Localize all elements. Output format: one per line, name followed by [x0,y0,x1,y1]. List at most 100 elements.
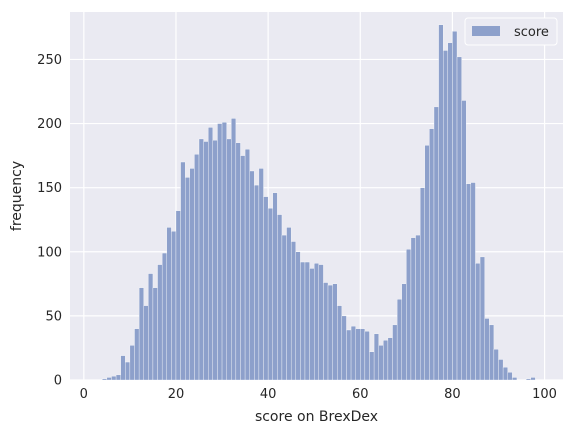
x-tick-label: 100 [532,387,557,402]
histogram-bar [263,196,269,381]
histogram-bar [406,249,412,381]
x-tick-label: 80 [444,387,461,402]
histogram-bar [350,325,356,381]
histogram-bar [258,168,264,381]
histogram-bar [387,337,393,381]
histogram-bar [470,182,476,381]
histogram-bar [272,192,278,381]
histogram-bar [138,287,144,381]
histogram-bar [143,305,149,381]
histogram-bar [512,377,518,381]
histogram-bar [180,161,186,381]
histogram-bar [189,168,195,381]
y-tick-label: 100 [37,245,62,260]
histogram-bar [461,100,467,381]
y-axis-title: frequency [9,161,25,231]
histogram-bar [221,122,227,381]
histogram-bar [525,378,531,381]
y-tick-label: 250 [37,53,62,68]
histogram-bar [208,127,214,381]
histogram-bar [314,263,319,381]
histogram-bar [502,367,508,381]
histogram-bar [244,149,250,381]
x-tick-label: 60 [352,387,369,402]
histogram-bar [410,237,416,381]
histogram-bar [452,31,458,381]
histogram-bar [447,42,453,381]
histogram-bar [304,261,310,381]
histogram-bar [120,355,126,381]
y-tick-label: 50 [45,309,62,324]
legend: score [464,17,558,46]
histogram-bar [226,138,232,381]
histogram-bar [360,328,366,381]
histogram-bar [281,234,287,381]
histogram-bar [203,141,209,381]
histogram-bar [240,155,246,381]
histogram-bar [484,318,490,381]
legend-label-score: score [514,25,549,40]
histogram-bar [175,210,181,381]
histogram-bar [493,349,499,381]
histogram-bar [254,184,260,381]
histogram-bar [364,331,370,381]
histogram-bar [134,328,140,381]
histogram-bar [327,284,333,381]
x-axis-title: score on BrexDex [255,409,378,425]
histogram-bar [152,287,158,381]
histogram-bar [498,359,504,381]
histogram-bar [286,227,292,381]
histogram-bar [212,140,218,381]
histogram-bar [300,261,306,381]
histogram-bar [424,145,430,381]
x-tick-label: 40 [260,387,277,402]
histogram-bar [267,208,273,381]
y-tick-label: 150 [37,181,62,196]
histogram-bar [290,241,296,381]
histogram-bar [148,273,154,381]
histogram-bar [383,340,389,381]
histogram-bar [341,315,347,381]
histogram-bar [429,128,435,381]
histogram-bar [161,252,167,381]
histogram-bar [235,142,241,381]
x-axis-ticks: 0 20 40 60 80 100 [80,387,557,402]
histogram-bar [157,264,163,381]
histogram-bar [479,256,485,381]
histogram-bar [456,56,462,381]
histogram-bar [489,324,495,381]
histogram-bar [373,333,379,381]
histogram-bar [277,214,283,381]
histogram-bar [507,372,513,381]
y-tick-label: 200 [37,117,62,132]
histogram-bar [396,299,402,381]
histogram-bar [378,345,384,381]
histogram-bar [198,138,204,381]
histogram-bar [415,234,421,381]
histogram-bar [392,324,398,381]
histogram-bar [194,154,200,381]
histogram-bar [185,177,190,381]
histogram-bar [433,106,439,381]
histogram-bar [332,283,338,381]
histogram-bar [318,264,324,381]
histogram-bar [217,123,223,381]
histogram-bar [466,183,472,381]
histogram-bar [355,328,361,381]
histogram-bar [102,378,108,381]
histogram-bar [346,329,352,381]
y-axis-ticks: 0 50 100 150 200 250 [37,53,62,389]
histogram-bar [129,345,135,381]
histogram-bar [419,187,425,381]
histogram-bars [102,24,536,381]
histogram-bar [323,282,329,381]
x-tick-label: 0 [80,387,88,402]
x-tick-label: 20 [168,387,185,402]
histogram-bar [401,283,407,381]
histogram-bar [231,118,237,381]
histogram-bar [337,305,343,381]
histogram-bar [166,227,172,381]
histogram-bar [115,374,121,381]
histogram-bar [369,351,375,381]
